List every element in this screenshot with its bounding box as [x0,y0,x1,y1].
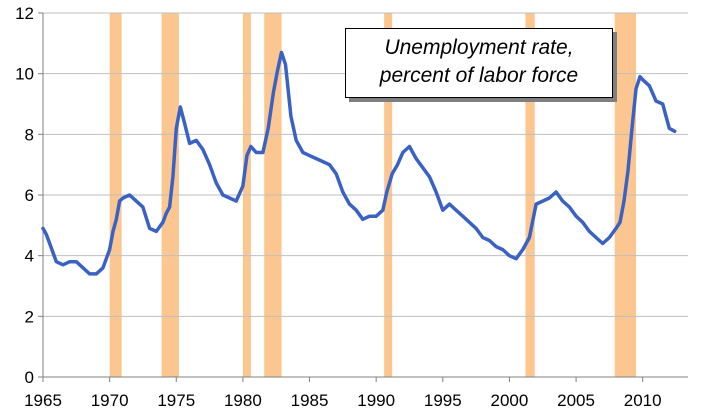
chart-title-line-1: Unemployment rate, [384,36,574,59]
y-tick-label-8: 8 [25,125,34,144]
x-tick-label-1965: 1965 [24,391,62,410]
x-tick-label-2010: 2010 [624,391,662,410]
y-tick-label-0: 0 [25,368,34,387]
y-tick-label-2: 2 [25,307,34,326]
x-tick-label-1985: 1985 [291,391,329,410]
x-tick-label-1995: 1995 [424,391,462,410]
x-tick-label-1970: 1970 [91,391,129,410]
y-tick-label-12: 12 [15,4,34,23]
x-tick-label-1980: 1980 [224,391,262,410]
x-tick-label-2005: 2005 [557,391,595,410]
y-tick-label-6: 6 [25,186,34,205]
x-tick-label-2000: 2000 [491,391,529,410]
x-tick-label-1990: 1990 [357,391,395,410]
x-tick-label-1975: 1975 [157,391,195,410]
tick-labels: 0 2 4 6 8 10 12 1965 1970 1975 1980 1985 1990 1995 200… [15,4,662,410]
y-tick-label-10: 10 [15,65,34,84]
series-line-0 [41,50,677,276]
chart-title-line-2: percent of labor force [379,64,579,87]
chart-title-box: Unemployment rate, percent of labor forc… [345,28,613,98]
series-lines [41,50,677,276]
y-tick-label-4: 4 [25,247,34,266]
